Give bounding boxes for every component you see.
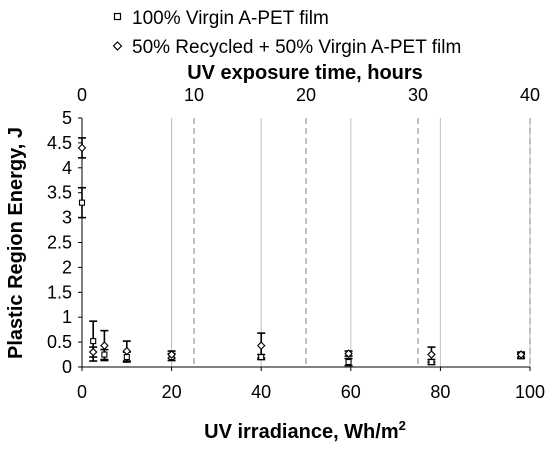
x-tick-label: 60 [341,382,361,402]
x-tick-label: 80 [430,382,450,402]
y-tick-label: 2.5 [47,233,72,253]
gridlines [171,118,531,367]
x-tick-label: 100 [515,382,545,402]
y-axis-ticks: 0 0.5 1 1.5 2 2.5 3 3.5 4 4.5 5 [47,108,82,377]
diamond-marker [167,350,176,359]
diamond-marker [122,346,132,356]
x-tick-label: 20 [162,382,182,402]
y-tick-label: 3.5 [47,183,72,203]
top-axis-title: UV exposure time, hours [187,62,423,84]
y-tick-label: 0.5 [47,332,72,352]
legend-label-virgin: 100% Virgin A-PET film [132,8,329,29]
diamond-marker [344,349,353,358]
error-bars [78,137,526,367]
x-tick-label: 40 [251,382,271,402]
top-axis-tick-label: 0 [77,85,87,105]
y-tick-label: 1.5 [47,282,72,302]
square-marker [258,353,265,361]
y-tick-label: 2 [62,257,72,277]
top-axis-ticks: 0 10 20 30 40 [77,85,540,105]
y-tick-label: 5 [62,108,72,128]
y-tick-label: 1 [62,307,72,327]
diamond-marker [100,341,109,350]
top-axis-tick-label: 30 [408,85,428,105]
diamond-marker [516,350,526,359]
legend-diamond-marker [112,41,123,51]
square-marker [101,351,108,358]
x-axis-title-base: UV irradiance, Wh/m [204,421,399,443]
top-axis-tick-label: 40 [520,85,540,105]
legend-label-recycled: 50% Recycled + 50% Virgin A-PET film [132,37,461,58]
top-axis-tick-label: 10 [184,85,204,105]
x-tick-label: 0 [77,382,87,402]
legend-square-marker [113,12,122,21]
y-tick-label: 4.5 [47,133,72,153]
diamond-marker [77,143,87,153]
x-axis-title: UV irradiance, Wh/m2 [204,418,406,443]
diamond-marker [88,347,98,357]
legend: 100% Virgin A-PET film 50% Recycled + 50… [112,8,461,58]
data-markers [77,143,526,366]
top-axis-tick-label: 20 [296,85,316,105]
y-axis-title: Plastic Region Energy, J [5,127,27,359]
square-marker [428,358,435,366]
diamond-marker [427,350,436,359]
square-marker [345,358,352,366]
square-marker [90,338,97,345]
x-axis-title-superscript: 2 [399,418,406,433]
square-marker [78,199,86,206]
y-tick-label: 3 [62,208,72,228]
diamond-marker [256,341,266,350]
y-tick-label: 4 [62,158,72,178]
x-axis-ticks: 0 20 40 60 80 100 [77,367,545,402]
y-tick-label: 0 [62,357,72,377]
